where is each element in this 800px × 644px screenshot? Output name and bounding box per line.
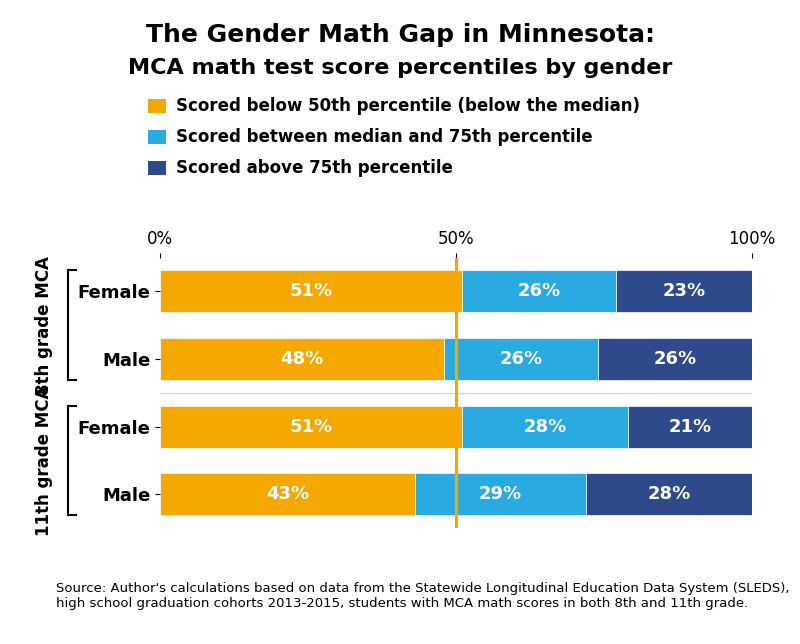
- Text: 23%: 23%: [662, 283, 706, 300]
- Bar: [616, 270, 752, 312]
- Bar: [462, 270, 616, 312]
- Text: 8th grade MCA: 8th grade MCA: [35, 256, 53, 395]
- Text: 11th grade MCA: 11th grade MCA: [35, 385, 53, 536]
- Text: 29%: 29%: [479, 486, 522, 503]
- Text: 51%: 51%: [290, 283, 333, 300]
- Bar: [160, 473, 414, 515]
- Text: 21%: 21%: [668, 418, 711, 435]
- Bar: [598, 338, 752, 380]
- Text: Scored above 75th percentile: Scored above 75th percentile: [176, 159, 453, 177]
- Text: Source: Author's calculations based on data from the Statewide Longitudinal Educ: Source: Author's calculations based on d…: [56, 582, 790, 610]
- Bar: [586, 473, 752, 515]
- Text: 51%: 51%: [290, 418, 333, 435]
- Text: The Gender Math Gap in Minnesota:: The Gender Math Gap in Minnesota:: [146, 23, 654, 48]
- Text: 26%: 26%: [518, 283, 561, 300]
- Bar: [160, 406, 462, 448]
- Text: 43%: 43%: [266, 486, 309, 503]
- Text: 48%: 48%: [281, 350, 324, 368]
- Bar: [414, 473, 586, 515]
- Text: 26%: 26%: [499, 350, 542, 368]
- Bar: [160, 270, 462, 312]
- Text: 28%: 28%: [647, 486, 690, 503]
- Bar: [628, 406, 752, 448]
- Text: 26%: 26%: [654, 350, 697, 368]
- Text: 28%: 28%: [523, 418, 566, 435]
- Text: Scored below 50th percentile (below the median): Scored below 50th percentile (below the …: [176, 97, 640, 115]
- Bar: [444, 338, 598, 380]
- Text: Scored between median and 75th percentile: Scored between median and 75th percentil…: [176, 128, 593, 146]
- Text: MCA math test score percentiles by gender: MCA math test score percentiles by gende…: [128, 57, 672, 78]
- Bar: [462, 406, 628, 448]
- Bar: [160, 338, 444, 380]
